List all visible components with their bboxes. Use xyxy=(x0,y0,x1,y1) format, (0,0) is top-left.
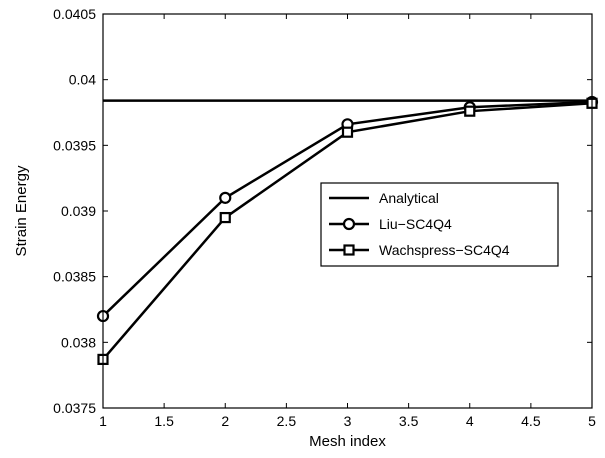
legend-marker xyxy=(343,244,355,256)
y-tick-label: 0.0405 xyxy=(53,6,96,22)
y-axis-title: Strain Energy xyxy=(13,165,30,256)
data-point-square xyxy=(464,105,476,117)
data-point-circle xyxy=(219,191,232,204)
legend-entry: Analytical xyxy=(329,190,439,206)
axes-box xyxy=(102,13,593,409)
data-point-square xyxy=(219,211,231,224)
legend-label: Wachspress−SC4Q4 xyxy=(379,242,510,258)
x-axis-title: Mesh index xyxy=(309,433,386,450)
legend: Analytical Liu−SC4Q4 Wachspress−SC4Q4 xyxy=(320,182,559,267)
y-tick-label: 0.0375 xyxy=(53,400,96,416)
x-tick-label: 3 xyxy=(344,413,352,429)
legend-marker xyxy=(342,217,356,231)
axes: 1 1.5 2 2.5 3 3.5 4 4.5 5 0.0375 0.038 0.0385 0.039 0… xyxy=(53,6,596,429)
legend-label: Analytical xyxy=(379,190,439,206)
legend-label: Liu−SC4Q4 xyxy=(379,216,452,232)
y-tick-label: 0.038 xyxy=(61,334,96,350)
x-tick-label: 2 xyxy=(221,413,229,429)
y-tick-label: 0.0395 xyxy=(53,137,96,153)
legend-entry: Wachspress−SC4Q4 xyxy=(329,242,510,258)
x-tick-label: 3.5 xyxy=(399,413,419,429)
x-tick-label: 4.5 xyxy=(521,413,541,429)
data-point-square xyxy=(341,126,354,138)
y-tick-label: 0.0385 xyxy=(53,269,96,285)
legend-entry: Liu−SC4Q4 xyxy=(329,216,452,232)
x-tick-label: 4 xyxy=(466,413,474,429)
y-tick-label: 0.04 xyxy=(69,72,96,88)
x-tick-label: 2.5 xyxy=(277,413,297,429)
x-tick-label: 1.5 xyxy=(154,413,174,429)
x-tick-label: 5 xyxy=(588,413,596,429)
y-tick-label: 0.039 xyxy=(61,203,96,219)
x-tick-label: 1 xyxy=(99,413,107,429)
